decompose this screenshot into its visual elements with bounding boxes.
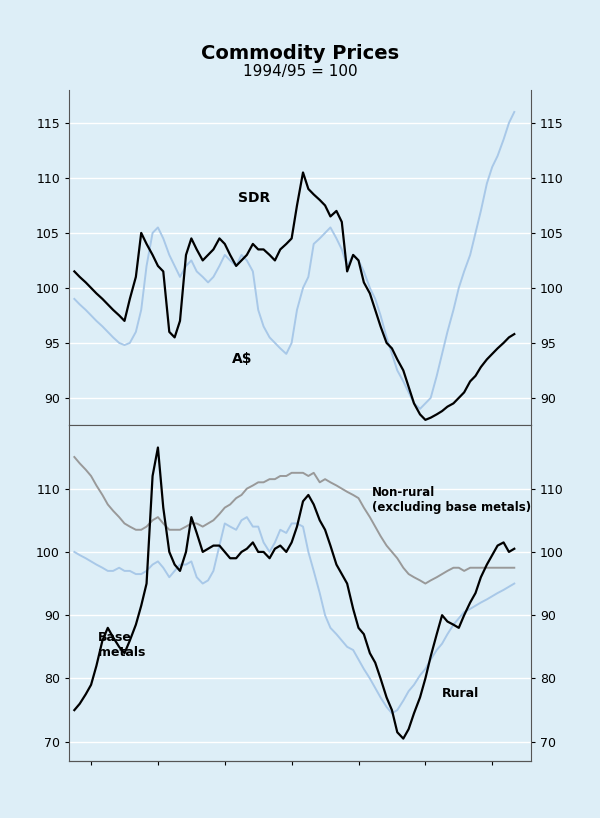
Text: A$: A$ <box>232 352 252 366</box>
Text: SDR: SDR <box>238 191 271 205</box>
Text: Commodity Prices: Commodity Prices <box>201 43 399 63</box>
Text: Non-rural
(excluding base metals): Non-rural (excluding base metals) <box>372 486 531 514</box>
Text: Base
metals: Base metals <box>98 631 145 659</box>
Text: Rural: Rural <box>442 687 479 700</box>
Text: 1994/95 = 100: 1994/95 = 100 <box>242 65 358 79</box>
Y-axis label: Index: Index <box>0 258 1 271</box>
Y-axis label: Index: Index <box>599 258 600 271</box>
